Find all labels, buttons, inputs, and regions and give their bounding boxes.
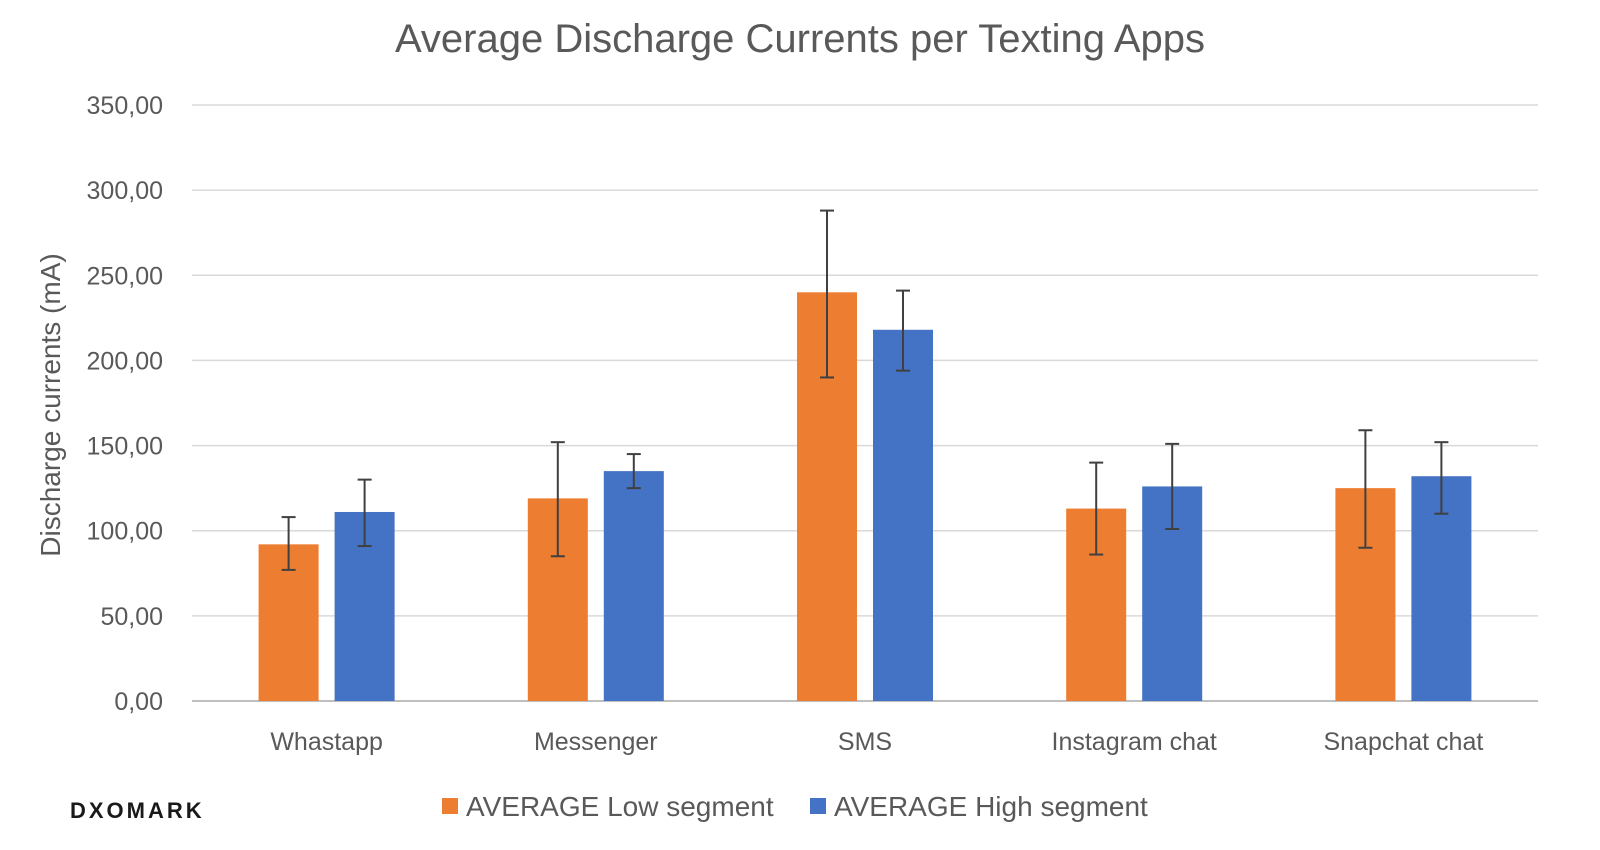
logo-text: DXOMARK <box>70 798 205 823</box>
legend-swatch <box>810 798 826 814</box>
bars <box>258 292 1472 701</box>
y-axis-label: Discharge currents (mA) <box>35 253 66 556</box>
y-tick-label: 300,00 <box>87 177 163 205</box>
gridlines <box>192 104 1538 702</box>
y-tick-label: 50,00 <box>100 603 163 631</box>
y-tick-label: 150,00 <box>87 433 163 461</box>
x-category-label: SMS <box>838 728 892 756</box>
legend-label: AVERAGE Low segment <box>466 791 774 822</box>
y-tick-label: 100,00 <box>87 518 163 546</box>
bar <box>873 329 933 701</box>
y-tick-label: 200,00 <box>87 347 163 375</box>
legend-label: AVERAGE High segment <box>834 791 1148 822</box>
bar <box>603 471 664 701</box>
legend: AVERAGE Low segment AVERAGE High segment <box>442 791 1148 822</box>
x-category-label: Messenger <box>534 728 658 756</box>
y-axis-ticks: 0,00 50,00 100,00 150,00 200,00 250,00 300,00 3… <box>87 92 163 716</box>
chart-title: Average Discharge Currents per Texting A… <box>395 17 1205 61</box>
y-tick-label: 0,00 <box>114 688 163 716</box>
y-tick-label: 350,00 <box>87 92 163 120</box>
x-category-label: Whastapp <box>270 728 383 756</box>
dxomark-logo: DXOMARK <box>70 798 205 823</box>
x-axis-categories: Whastapp Messenger SMS Instagram chat Snapch… <box>270 728 1483 756</box>
x-category-label: Snapchat chat <box>1323 728 1483 756</box>
x-category-label: Instagram chat <box>1052 728 1217 756</box>
legend-swatch <box>442 798 458 814</box>
error-bars <box>281 209 1449 571</box>
y-tick-label: 250,00 <box>87 262 163 290</box>
